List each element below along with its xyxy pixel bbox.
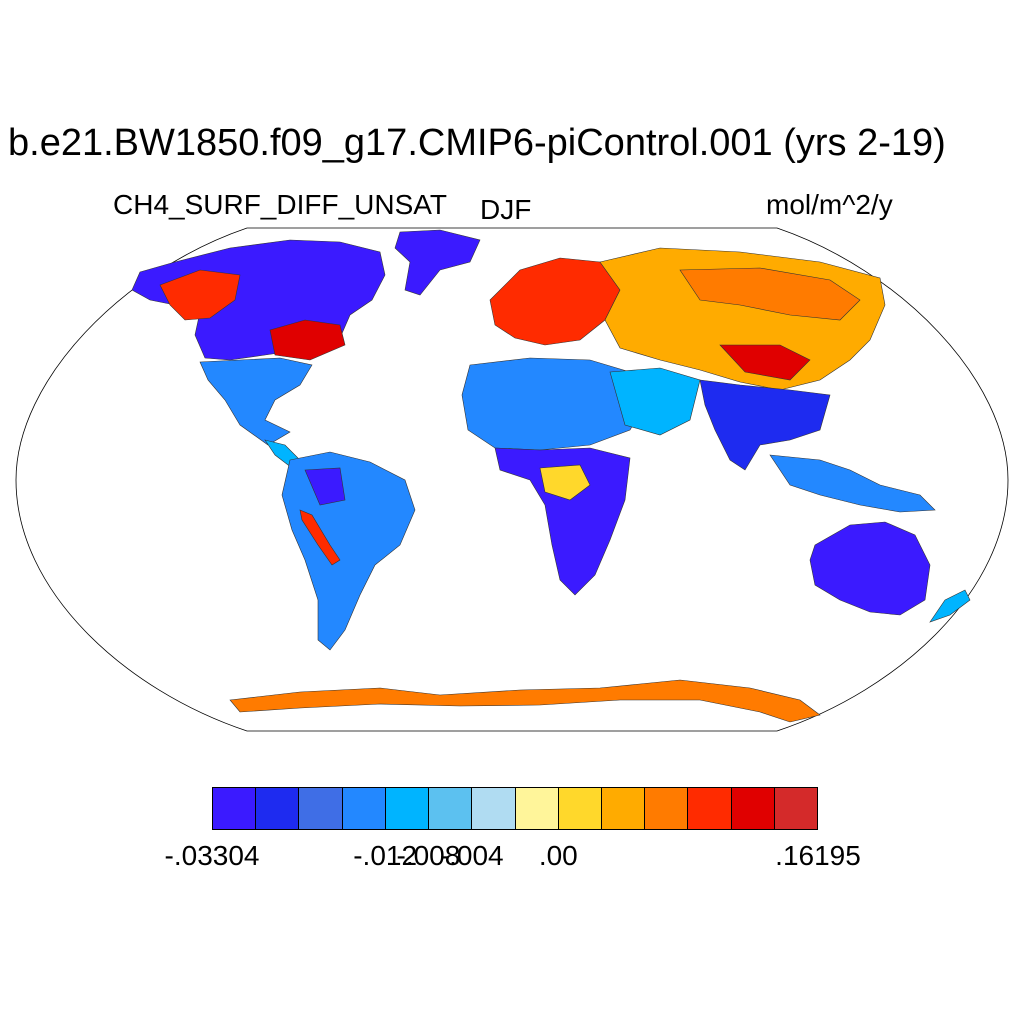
- region-middle-east: [609, 367, 701, 436]
- colorbar-label: -.004: [439, 840, 504, 871]
- colorbar-box: [429, 788, 473, 829]
- colorbar-label: -.03304: [164, 840, 260, 871]
- region-south-asia: [699, 379, 831, 471]
- region-amazon-violet: [304, 467, 346, 506]
- colorbar-label: .00: [538, 840, 578, 871]
- colorbar: [212, 787, 818, 830]
- variable-label: CH4_SURF_DIFF_UNSAT: [113, 189, 447, 220]
- colorbar-box: [342, 788, 386, 829]
- region-andes-red: [299, 509, 341, 566]
- region-antarctica-coast: [229, 679, 821, 723]
- region-greenland-coast: [394, 229, 481, 296]
- colorbar-box: [774, 788, 818, 829]
- region-africa-sahara: [461, 357, 651, 451]
- colorbar-box: [213, 788, 257, 829]
- region-siberia-orange: [679, 267, 861, 321]
- colorbar-box: [601, 788, 646, 829]
- colorbar-box: [558, 788, 602, 829]
- colorbar-box: [385, 788, 430, 829]
- season-label: DJF: [480, 194, 532, 225]
- region-northeast-us-red: [269, 319, 346, 361]
- region-mongolia-red: [719, 344, 811, 381]
- colorbar-box: [256, 788, 300, 829]
- region-canada-red: [159, 269, 241, 321]
- colorbar-label: -.012: [353, 840, 418, 871]
- colorbar-box: [645, 788, 689, 829]
- units-label: mol/m^2/y: [766, 189, 893, 220]
- region-africa-south: [494, 447, 631, 596]
- colorbar-box: [299, 788, 343, 829]
- region-congo-yellow: [539, 464, 591, 501]
- region-australia: [809, 521, 931, 616]
- colorbar-box: [688, 788, 732, 829]
- colorbar-box: [472, 788, 516, 829]
- colorbar-label: .16195: [775, 840, 861, 871]
- region-new-zealand: [929, 589, 971, 623]
- colorbar-box: [731, 788, 775, 829]
- colorbar-box: [515, 788, 559, 829]
- colorbar-label: -.008: [396, 840, 461, 871]
- region-southeast-asia: [769, 454, 936, 513]
- region-north-america-south: [199, 357, 313, 446]
- region-south-america: [281, 451, 416, 651]
- plot-title: b.e21.BW1850.f09_g17.CMIP6-piControl.001…: [8, 122, 946, 164]
